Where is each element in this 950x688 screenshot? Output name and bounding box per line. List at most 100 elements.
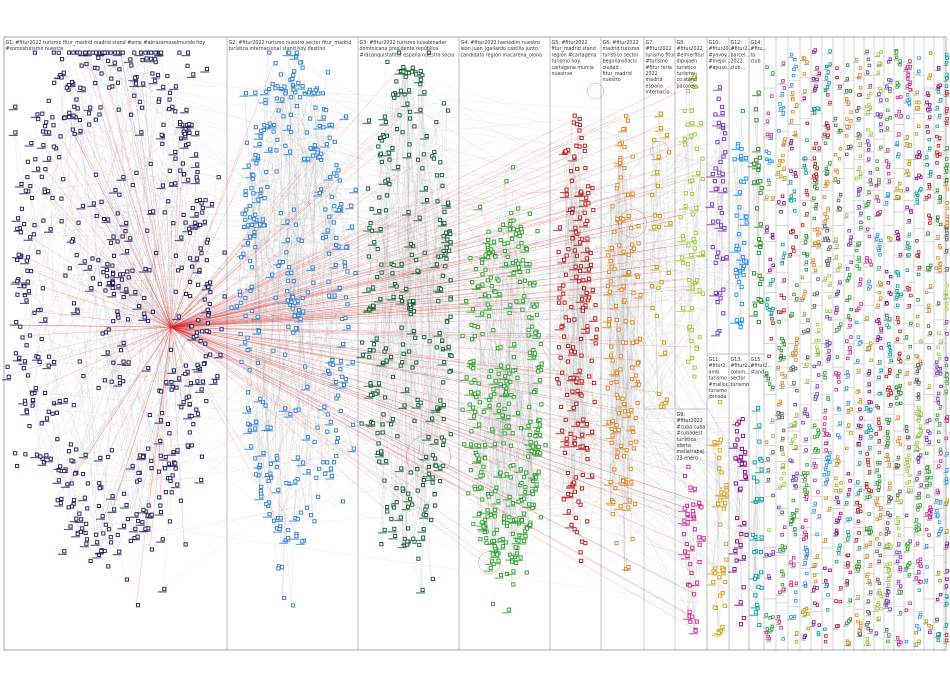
node-label-bar (555, 433, 565, 435)
edge-within (412, 269, 417, 541)
edge-within (477, 342, 513, 458)
edge-within (380, 138, 410, 313)
edge-within (396, 71, 408, 166)
node-g3 (430, 453, 435, 458)
node-g1 (195, 362, 200, 367)
node-g3 (375, 431, 380, 436)
node-g1 (116, 315, 121, 320)
node-g2 (323, 234, 328, 239)
node-g5 (572, 527, 577, 532)
edge-within (384, 165, 397, 209)
edge-within (487, 251, 515, 562)
node-label-bar (411, 273, 420, 275)
node-g1 (181, 400, 186, 405)
node-label-bar (19, 302, 29, 304)
node-g1 (79, 517, 84, 522)
edge-within (476, 424, 505, 459)
node-g1 (28, 269, 34, 274)
node-g2 (285, 219, 290, 224)
edge-within (493, 514, 516, 552)
node-g2 (323, 207, 328, 212)
node-g2 (248, 259, 253, 264)
node-g1 (29, 195, 35, 200)
edge-within (137, 294, 224, 305)
edge-within (103, 378, 137, 536)
edge-within (259, 191, 319, 486)
node-label-bar (612, 432, 621, 434)
node-g1 (39, 421, 44, 426)
node-g3 (449, 353, 454, 358)
node-g4 (515, 228, 520, 233)
edge-within (93, 74, 166, 82)
node-g2 (252, 216, 257, 221)
node-g4 (483, 292, 488, 297)
node-g4 (527, 522, 533, 527)
node-g3 (408, 109, 413, 114)
edge-within (502, 431, 536, 483)
node-g1 (22, 359, 27, 364)
node-g4 (511, 463, 516, 468)
node-g1 (19, 206, 24, 211)
node-g3 (384, 358, 389, 363)
node-label-bar (618, 131, 627, 133)
node-g3 (379, 159, 384, 164)
node-label-bar (12, 257, 22, 259)
node-g4 (485, 514, 490, 519)
edge-within (17, 356, 73, 499)
node-g1 (136, 470, 141, 476)
node-g3 (377, 459, 382, 464)
node-g2 (300, 65, 305, 70)
node-g3 (441, 442, 446, 447)
node-label-bar (154, 422, 164, 424)
node-g1 (130, 183, 135, 188)
node-g2 (337, 285, 342, 290)
node-g1 (77, 118, 82, 123)
node-label-bar (386, 421, 396, 423)
edge-within (299, 361, 329, 512)
node-g1 (106, 58, 111, 63)
node-g1 (22, 222, 27, 227)
edge-within (47, 57, 150, 356)
node-label-bar (119, 507, 129, 509)
node-label-bar (364, 397, 374, 399)
node-label-bar (499, 394, 509, 396)
edge-within (305, 369, 327, 386)
node-g2 (288, 149, 293, 154)
node-label-bar (93, 460, 103, 462)
node-g2 (243, 212, 248, 217)
edge-within (462, 292, 499, 443)
node-g3 (410, 365, 415, 370)
node-g3 (408, 116, 413, 121)
node-g3 (404, 286, 409, 291)
edge-within (25, 231, 189, 411)
edge-within (50, 412, 75, 518)
node-g3 (400, 342, 406, 347)
node-g2 (253, 212, 258, 217)
node-g3 (414, 72, 419, 77)
node-label-bar (141, 370, 151, 372)
edge-within (394, 50, 428, 487)
edge-within (258, 222, 329, 362)
node-g5 (572, 489, 577, 494)
node-g3 (437, 479, 443, 484)
edge-within (248, 215, 293, 280)
node-g3 (433, 456, 438, 461)
node-label-bar (567, 484, 577, 487)
edge-within (111, 234, 171, 389)
node-g2 (267, 512, 272, 517)
edge-within (380, 160, 386, 194)
node-g5 (555, 376, 560, 382)
node-g5 (572, 154, 577, 159)
node-label-bar (339, 118, 349, 121)
node-g1 (179, 405, 184, 410)
node-g1 (85, 506, 90, 511)
node-g4 (500, 544, 505, 549)
node-g3 (401, 69, 406, 74)
edge-within (283, 263, 335, 354)
node-g2 (267, 86, 272, 92)
edge-within (283, 152, 320, 539)
node-g2 (329, 122, 334, 127)
edge-within (109, 199, 167, 541)
edge-within (486, 237, 511, 248)
node-label-bar (386, 299, 396, 301)
